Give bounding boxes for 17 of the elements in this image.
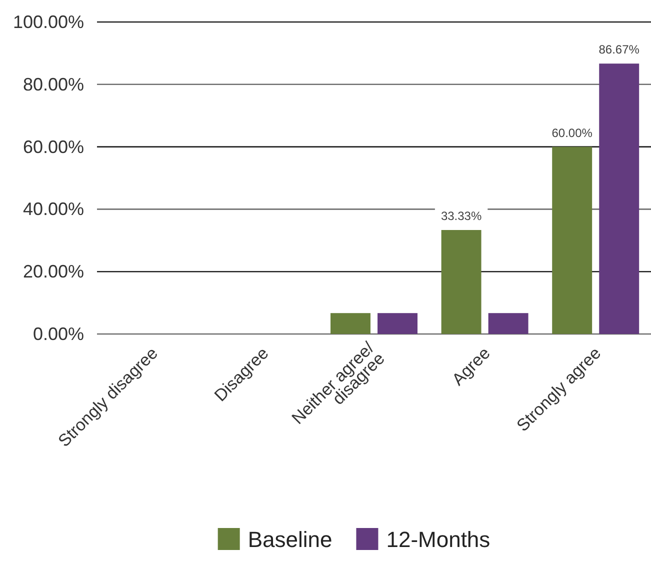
y-tick-label: 0.00% [32,324,84,344]
y-tick-label: 100.00% [12,12,84,32]
legend-label: 12-Months [386,527,490,552]
data-label: 86.67% [598,42,640,57]
y-tick-label: 20.00% [22,262,84,282]
y-tick-label: 40.00% [22,199,84,220]
bar [441,230,482,334]
bar [552,146,592,334]
data-label: 33.33% [440,209,482,224]
y-tick-label: 60.00% [22,136,84,157]
y-tick-label: 80.00% [22,74,84,94]
bar [599,64,640,334]
legend-label: Baseline [248,527,332,552]
bar [378,313,418,334]
bar [488,313,528,334]
data-label: 60.00% [552,126,593,140]
bar [330,313,370,334]
